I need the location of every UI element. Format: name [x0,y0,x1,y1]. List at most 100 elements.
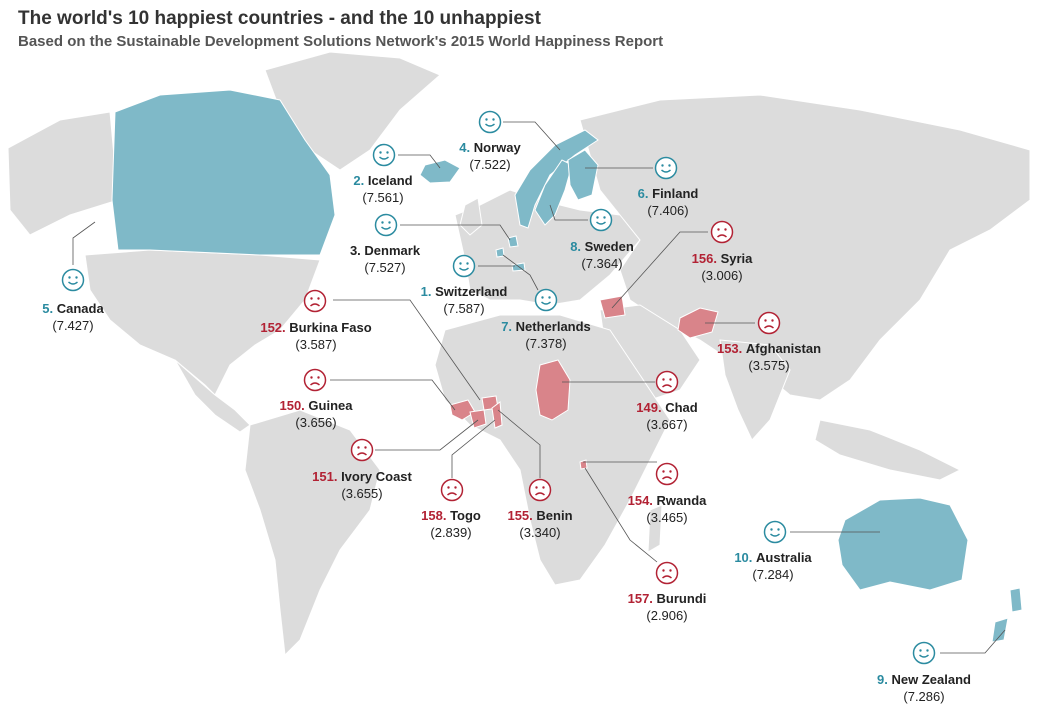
score: (7.587) [443,301,485,316]
sad-face-icon [655,561,679,585]
label-burundi: 157. Burundi (2.906) [587,590,747,624]
label-guinea: 150. Guinea (3.656) [236,397,396,431]
country-name: Australia [756,550,812,565]
rank: 8. [570,239,582,254]
smiley-face-icon [374,213,398,237]
leader-ivory-coast [375,419,479,451]
country-togo-benin [491,401,503,429]
rank: 152. [260,320,286,335]
smiley-face-icon [763,520,787,544]
rank: 7. [501,319,513,334]
sad-face-icon [303,289,327,313]
land-south-america [244,409,381,657]
country-name: Burkina Faso [289,320,372,335]
leader-syria [611,231,708,309]
land-usa [84,249,321,396]
land-se-asia [814,419,962,481]
sad-face-icon [440,478,464,502]
country-australia [837,497,969,591]
smiley-face-icon [478,110,502,134]
score: (7.561) [362,190,404,205]
label-ivory-coast: 151. Ivory Coast (3.655) [282,468,442,502]
sad-face-icon [303,368,327,392]
country-name: Syria [720,251,753,266]
score: (7.427) [52,318,94,333]
score: (3.655) [341,486,383,501]
score: (3.575) [748,358,790,373]
rank: 149. [636,400,662,415]
score: (7.406) [647,203,689,218]
country-iceland [419,159,461,184]
country-name: Denmark [364,243,421,258]
label-iceland: 2. Iceland (7.561) [303,172,463,206]
score: (3.656) [295,415,337,430]
rank: 150. [279,398,305,413]
label-togo: 158. Togo (2.839) [371,507,531,541]
leader-netherlands [502,254,539,291]
smiley-face-icon [912,641,936,665]
score: (3.667) [646,417,688,432]
score: (7.284) [752,567,794,582]
country-denmark [507,235,519,248]
rank: 154. [627,493,653,508]
smiley-face-icon [589,208,613,232]
country-netherlands [495,247,505,258]
label-norway: 4. Norway (7.522) [410,139,570,173]
leader-denmark [400,224,511,241]
score: (3.465) [646,510,688,525]
country-name: Burundi [656,591,707,606]
label-canada: 5. Canada (7.427) [0,300,153,334]
score: (7.286) [903,689,945,704]
score: (3.006) [701,268,743,283]
label-netherlands: 7. Netherlands (7.378) [466,318,626,352]
sad-face-icon [528,478,552,502]
leader-canada [72,221,96,265]
country-name: Iceland [367,173,413,188]
sad-face-icon [350,438,374,462]
leader-benin [497,409,541,478]
score: (7.378) [525,336,567,351]
score: (3.340) [519,525,561,540]
rank: 155. [507,508,533,523]
label-finland: 6. Finland (7.406) [588,185,748,219]
country-name: Afghanistan [745,341,822,356]
rank: 157. [627,591,653,606]
rank: 4. [459,140,471,155]
leader-burundi [584,467,658,563]
country-name: Togo [450,508,481,523]
country-finland [567,149,599,201]
label-rwanda: 154. Rwanda (3.465) [587,492,747,526]
sad-face-icon [757,311,781,335]
chart-title: The world's 10 happiest countries - and … [18,8,541,29]
rank: 153. [716,341,743,356]
country-rwanda-burundi [579,459,588,470]
leader-norway [503,121,561,151]
sad-face-icon [710,220,734,244]
leader-togo [451,419,496,478]
country-name: Sweden [584,239,634,254]
label-sweden: 8. Sweden (7.364) [522,238,682,272]
highlight-countries [111,89,1023,643]
land-africa [434,314,671,586]
smiley-face-icon [372,143,396,167]
country-name: Canada [56,301,104,316]
land-india [719,339,791,441]
label-denmark: 3. Denmark (7.527) [305,242,465,276]
country-name: Finland [652,186,699,201]
label-new-zealand: 9. New Zealand (7.286) [844,671,1004,705]
leader-new-zealand [940,629,1006,654]
label-switzerland: 1. Switzerland (7.587) [384,283,544,317]
land-alaska [7,111,119,236]
score: (7.522) [469,157,511,172]
country-name: New Zealand [891,672,971,687]
rank: 1. [420,284,432,299]
country-sweden [534,159,573,226]
smiley-face-icon [534,288,558,312]
rank: 9. [877,672,888,687]
smiley-face-icon [452,254,476,278]
country-norway [514,129,599,229]
smiley-face-icon [654,156,678,180]
country-name: Chad [665,400,698,415]
label-benin: 155. Benin (3.340) [460,507,620,541]
